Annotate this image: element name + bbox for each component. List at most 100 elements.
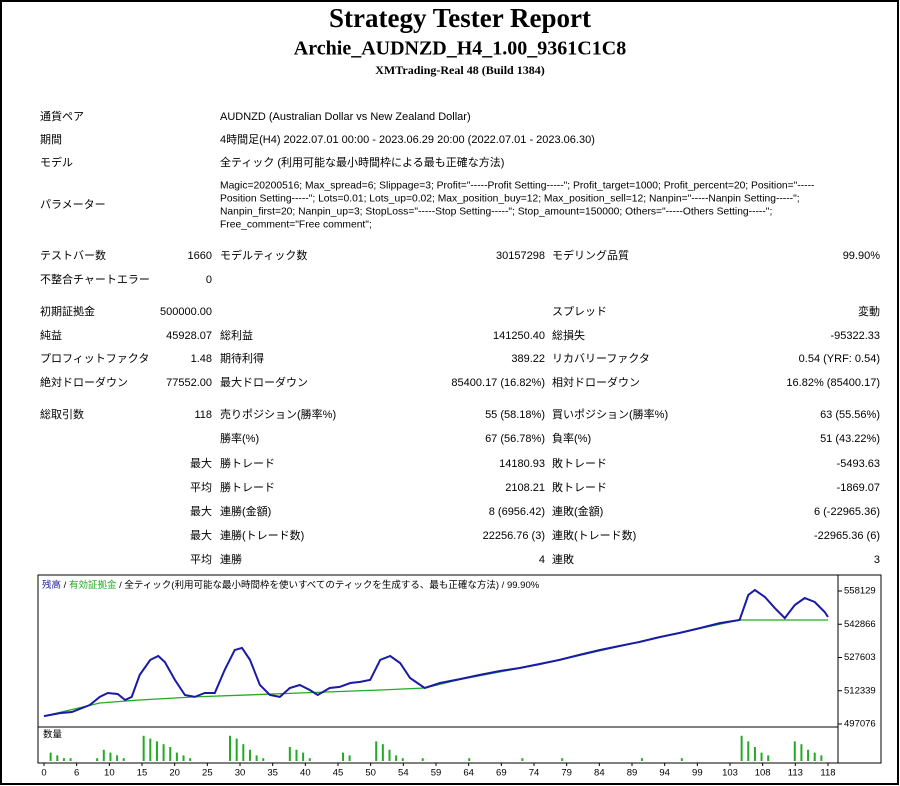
stat-value: 67 (56.78%) xyxy=(485,433,545,445)
volume-bar xyxy=(295,749,298,761)
volume-bar xyxy=(149,738,152,761)
chart-header-part: 残高 xyxy=(42,579,61,591)
stat-label: モデルティック数 xyxy=(220,248,307,262)
parameter-line: Position Setting-----"; Lots=0.01; Lots_… xyxy=(220,194,800,205)
stat-value: 2108.21 xyxy=(505,482,545,494)
stat-prefix: 平均 xyxy=(190,553,212,566)
volume-bar xyxy=(388,749,391,761)
volume-bar xyxy=(96,758,99,761)
x-tick-label: 0 xyxy=(41,768,46,779)
x-tick-label: 50 xyxy=(365,768,376,779)
x-tick-label: 15 xyxy=(137,768,148,779)
stat-value: 63 (55.56%) xyxy=(820,409,880,421)
chart-header-part: 99.90% xyxy=(507,580,540,591)
volume-bar xyxy=(116,755,119,761)
stat-label: リカバリーファクタ xyxy=(552,352,650,365)
volume-bar xyxy=(813,752,816,761)
stat-label: 買いポジション(勝率%) xyxy=(552,407,668,421)
stat-value: 16.82% (85400.17) xyxy=(786,377,880,389)
y-tick-label: 542866 xyxy=(844,619,876,630)
stat-value: -1869.07 xyxy=(837,482,880,494)
x-tick-label: 54 xyxy=(398,768,409,779)
x-tick-label: 40 xyxy=(300,768,311,779)
volume-bar xyxy=(142,735,145,761)
stat-value: 45928.07 xyxy=(166,330,212,342)
x-tick-label: 94 xyxy=(659,768,670,779)
volume-bar xyxy=(800,744,803,761)
stat-label: 相対ドローダウン xyxy=(552,375,640,389)
stat-value: 99.90% xyxy=(843,250,881,262)
volume-bar xyxy=(169,747,172,761)
field-value: 全ティック (利用可能な最小時間枠による最も正確な方法) xyxy=(220,155,504,169)
volume-bar xyxy=(189,758,192,761)
stat-label: 連敗 xyxy=(552,552,574,566)
volume-bar xyxy=(793,741,796,761)
x-tick-label: 45 xyxy=(333,768,344,779)
stat-value: 6 (-22965.36) xyxy=(814,506,880,518)
stat-value: 22256.76 (3) xyxy=(483,530,545,542)
field-value: 4時間足(H4) 2022.07.01 00:00 - 2023.06.29 2… xyxy=(220,133,595,146)
stat-label: 総取引数 xyxy=(40,407,84,421)
x-tick-label: 108 xyxy=(755,768,771,779)
chart-header-part: 有効証拠金 xyxy=(69,579,117,591)
x-tick-label: 89 xyxy=(627,768,638,779)
volume-bar xyxy=(175,752,178,761)
volume-bar xyxy=(182,755,185,761)
stat-prefix: 最大 xyxy=(190,456,212,470)
x-tick-label: 20 xyxy=(169,768,180,779)
stat-label: 勝トレード xyxy=(220,480,275,494)
stat-value: 1660 xyxy=(188,250,212,262)
volume-bar xyxy=(381,744,384,761)
chart-header-part: / xyxy=(502,580,505,591)
report-title: Strategy Tester Report xyxy=(329,3,591,33)
volume-bar xyxy=(767,755,770,761)
stat-value: 3 xyxy=(874,554,880,566)
volume-bar xyxy=(122,758,125,761)
stat-value: 118 xyxy=(194,409,212,421)
series-line xyxy=(43,588,829,718)
volume-bar xyxy=(740,735,743,761)
volume-bar xyxy=(521,758,524,761)
stat-value: 55 (58.18%) xyxy=(485,409,545,421)
volume-bar xyxy=(49,752,52,761)
stat-value: 77552.00 xyxy=(166,377,212,389)
volume-bar xyxy=(468,758,471,761)
field-value: AUDNZD (Australian Dollar vs New Zealand… xyxy=(220,111,471,123)
volume-bar xyxy=(56,755,59,761)
x-tick-label: 74 xyxy=(529,768,540,779)
field-label: モデル xyxy=(40,155,73,169)
stat-prefix: 最大 xyxy=(190,528,212,542)
stat-label: 初期証拠金 xyxy=(40,304,95,318)
volume-bar xyxy=(229,735,232,761)
stat-value: 変動 xyxy=(858,304,880,318)
volume-bar xyxy=(162,744,165,761)
volume-bar xyxy=(69,758,72,761)
volume-bar xyxy=(302,752,305,761)
chart-header-part: / xyxy=(119,580,122,591)
stat-label: 負率(%) xyxy=(552,431,591,445)
volume-bar xyxy=(288,747,291,761)
stat-label: 売りポジション(勝率%) xyxy=(220,407,336,421)
stat-value: 8 (6956.42) xyxy=(489,506,545,518)
volume-bar xyxy=(62,758,65,761)
stat-label: 純益 xyxy=(40,328,62,342)
stat-value: 0 xyxy=(206,274,212,286)
y-tick-label: 527603 xyxy=(844,652,876,663)
x-tick-label: 35 xyxy=(267,768,278,779)
stat-label: 絶対ドローダウン xyxy=(40,375,128,389)
volume-bar xyxy=(308,758,311,761)
volume-bar xyxy=(248,749,251,761)
server-name: XMTrading-Real 48 (Build 1384) xyxy=(375,63,544,77)
stat-value: -5493.63 xyxy=(837,458,880,470)
x-tick-label: 118 xyxy=(820,768,835,779)
volume-bar xyxy=(341,752,344,761)
stat-label: 敗トレード xyxy=(552,480,607,494)
stat-label: 勝トレード xyxy=(220,456,275,470)
stat-label: 総利益 xyxy=(220,328,253,342)
parameter-line: Free_comment="Free comment"; xyxy=(220,220,372,231)
stat-label: 連勝(金額) xyxy=(220,504,271,518)
stat-label: 最大ドローダウン xyxy=(220,375,308,389)
volume-bar xyxy=(109,752,112,761)
y-tick-label: 497076 xyxy=(844,719,876,730)
stat-label: 勝率(%) xyxy=(220,431,259,445)
